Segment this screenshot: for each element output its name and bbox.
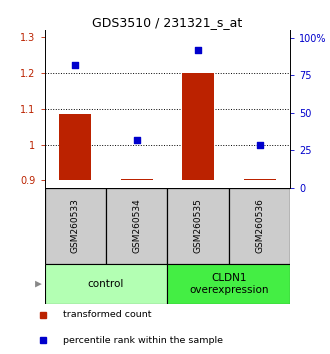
Bar xyxy=(167,188,229,264)
Text: GSM260536: GSM260536 xyxy=(255,198,264,253)
Text: GSM260533: GSM260533 xyxy=(71,198,80,253)
Text: control: control xyxy=(88,279,124,289)
Title: GDS3510 / 231321_s_at: GDS3510 / 231321_s_at xyxy=(92,16,243,29)
Bar xyxy=(59,114,91,181)
Point xyxy=(257,142,262,148)
Text: transformed count: transformed count xyxy=(63,310,151,319)
Bar xyxy=(229,188,290,264)
Bar xyxy=(121,179,153,181)
Bar xyxy=(244,179,276,181)
Point xyxy=(196,47,201,52)
Bar xyxy=(167,264,290,304)
Text: percentile rank within the sample: percentile rank within the sample xyxy=(63,336,223,345)
Text: GSM260535: GSM260535 xyxy=(194,198,203,253)
Text: CLDN1
overexpression: CLDN1 overexpression xyxy=(189,273,269,295)
Point xyxy=(73,62,78,67)
Text: GSM260534: GSM260534 xyxy=(132,198,141,253)
Bar xyxy=(45,188,106,264)
Point xyxy=(134,137,139,142)
Bar xyxy=(106,188,167,264)
Bar xyxy=(182,73,214,181)
Bar xyxy=(45,264,167,304)
